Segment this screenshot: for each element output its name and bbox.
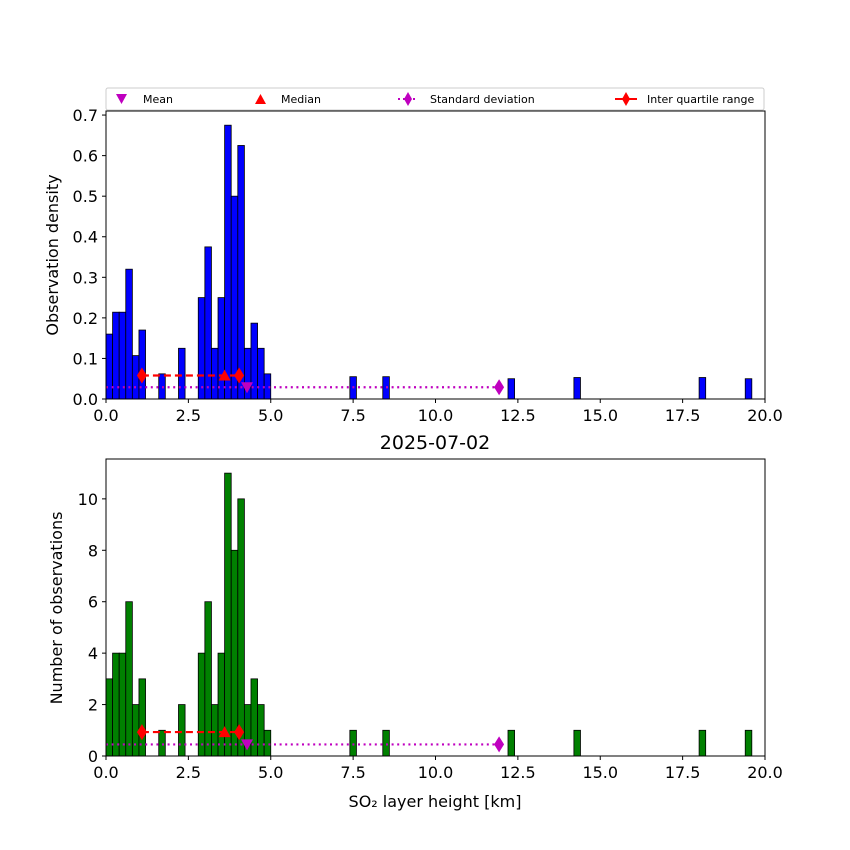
bottom-bar bbox=[230, 549, 239, 757]
top-x-tick-label: 15.0 bbox=[582, 406, 618, 425]
top-bar bbox=[197, 297, 206, 400]
top-bar bbox=[125, 268, 133, 400]
bottom-bar bbox=[507, 729, 515, 757]
top-bar bbox=[105, 333, 113, 400]
bottom-bar bbox=[573, 729, 581, 757]
legend-mean-icon bbox=[116, 94, 127, 104]
top-bar bbox=[217, 297, 226, 400]
bottom-bar bbox=[382, 729, 390, 757]
top-iqr-q3-marker bbox=[234, 367, 245, 384]
bottom-bar bbox=[257, 704, 265, 757]
bottom-median-marker bbox=[218, 726, 231, 738]
top-bar bbox=[131, 355, 140, 400]
bottom-bar bbox=[217, 652, 226, 757]
bottom-y-tick-label: 4 bbox=[88, 644, 98, 663]
top-std-marker bbox=[494, 379, 505, 396]
top-bar bbox=[211, 347, 219, 400]
bottom-x-tick-label: 12.5 bbox=[500, 763, 536, 782]
top-median-marker bbox=[218, 369, 231, 381]
bottom-bar bbox=[125, 601, 133, 757]
bottom-bar bbox=[118, 652, 127, 757]
top-bar bbox=[237, 145, 245, 400]
legend-mean-label: Mean bbox=[143, 93, 173, 106]
top-y-tick-label: 0.5 bbox=[73, 187, 98, 206]
bottom-y-tick-label: 8 bbox=[88, 541, 98, 560]
bottom-y-tick-label: 6 bbox=[88, 593, 98, 612]
top-y-tick-label: 0.2 bbox=[73, 309, 98, 328]
bottom-bar bbox=[178, 704, 186, 757]
legend-std-label: Standard deviation bbox=[430, 93, 535, 106]
legend-iqr-label: Inter quartile range bbox=[647, 93, 754, 106]
bottom-std-marker bbox=[494, 736, 505, 753]
top-bar bbox=[138, 329, 146, 400]
legend-iqr-icon bbox=[615, 92, 637, 106]
top-x-tick-label: 17.5 bbox=[665, 406, 701, 425]
top-iqr-q1-marker bbox=[136, 367, 147, 384]
top-x-tick-label: 0.0 bbox=[93, 406, 118, 425]
top-bar bbox=[698, 377, 707, 400]
legend-median-label: Median bbox=[281, 93, 321, 106]
top-y-tick-label: 0.6 bbox=[73, 147, 98, 166]
top-bar bbox=[224, 124, 232, 400]
bottom-x-tick-label: 0.0 bbox=[93, 763, 118, 782]
top-y-tick-label: 0.4 bbox=[73, 228, 98, 247]
bottom-bar bbox=[224, 472, 232, 757]
bottom-x-tick-label: 5.0 bbox=[258, 763, 283, 782]
bottom-bar bbox=[744, 729, 753, 757]
legend-std-icon bbox=[398, 92, 418, 106]
bottom-y-tick-label: 2 bbox=[88, 696, 98, 715]
legend-frame bbox=[105, 87, 765, 111]
top-x-tick-label: 10.0 bbox=[418, 406, 454, 425]
top-x-tick-label: 7.5 bbox=[340, 406, 365, 425]
bottom-panel-title: 2025-07-02 bbox=[380, 432, 490, 454]
bottom-bar bbox=[197, 652, 206, 757]
bottom-bar bbox=[211, 704, 219, 757]
bottom-x-tick-label: 17.5 bbox=[665, 763, 701, 782]
top-y-tick-label: 0.1 bbox=[73, 349, 98, 368]
top-y-axis-label: Observation density bbox=[43, 174, 62, 335]
top-y-tick-label: 0.3 bbox=[73, 268, 98, 287]
top-x-tick-label: 20.0 bbox=[747, 406, 783, 425]
bottom-y-tick-label: 10 bbox=[78, 490, 98, 509]
bottom-bar bbox=[349, 729, 357, 757]
bottom-bar bbox=[131, 704, 140, 757]
top-mean-marker bbox=[241, 382, 254, 394]
bottom-x-tick-label: 2.5 bbox=[176, 763, 201, 782]
top-x-tick-label: 2.5 bbox=[176, 406, 201, 425]
bottom-bar bbox=[698, 729, 707, 757]
legend: Mean Median Standard deviation Inter qua… bbox=[105, 87, 765, 111]
top-bar bbox=[112, 311, 120, 400]
top-bar bbox=[573, 377, 581, 400]
bottom-x-tick-label: 20.0 bbox=[747, 763, 783, 782]
bottom-bar bbox=[237, 498, 245, 757]
bottom-y-axis-label: Number of observations bbox=[47, 512, 66, 705]
bottom-x-axis-label: SO₂ layer height [km] bbox=[349, 792, 522, 811]
top-bar bbox=[257, 347, 265, 400]
bottom-iqr-q3-marker bbox=[234, 724, 245, 741]
top-x-tick-label: 12.5 bbox=[500, 406, 536, 425]
top-bar bbox=[118, 311, 127, 400]
top-bar bbox=[178, 347, 186, 400]
bottom-bar bbox=[112, 652, 120, 757]
top-y-tick-label: 0.0 bbox=[73, 390, 98, 409]
bottom-x-tick-label: 10.0 bbox=[418, 763, 454, 782]
top-y-tick-label: 0.7 bbox=[73, 106, 98, 125]
bottom-iqr-q1-marker bbox=[136, 724, 147, 741]
legend-median-icon bbox=[255, 94, 266, 104]
bottom-mean-marker bbox=[241, 739, 254, 751]
bottom-y-tick-label: 0 bbox=[88, 747, 98, 766]
top-panel: 0.0 2.5 5.0 7.5 10.0 12.5 15.0 17.5 20.0 0.0 0.1 0.… bbox=[73, 106, 783, 425]
bottom-x-tick-label: 7.5 bbox=[340, 763, 365, 782]
bottom-bar bbox=[263, 729, 272, 757]
bottom-x-tick-label: 15.0 bbox=[582, 763, 618, 782]
bottom-panel: 0.0 2.5 5.0 7.5 10.0 12.5 15.0 17.5 20.0 0 2 4 6 8 10 bbox=[78, 458, 783, 782]
top-x-tick-label: 5.0 bbox=[258, 406, 283, 425]
top-bar bbox=[744, 378, 753, 400]
top-bar bbox=[507, 378, 515, 400]
top-bar bbox=[230, 195, 239, 400]
bottom-bar bbox=[158, 729, 166, 757]
